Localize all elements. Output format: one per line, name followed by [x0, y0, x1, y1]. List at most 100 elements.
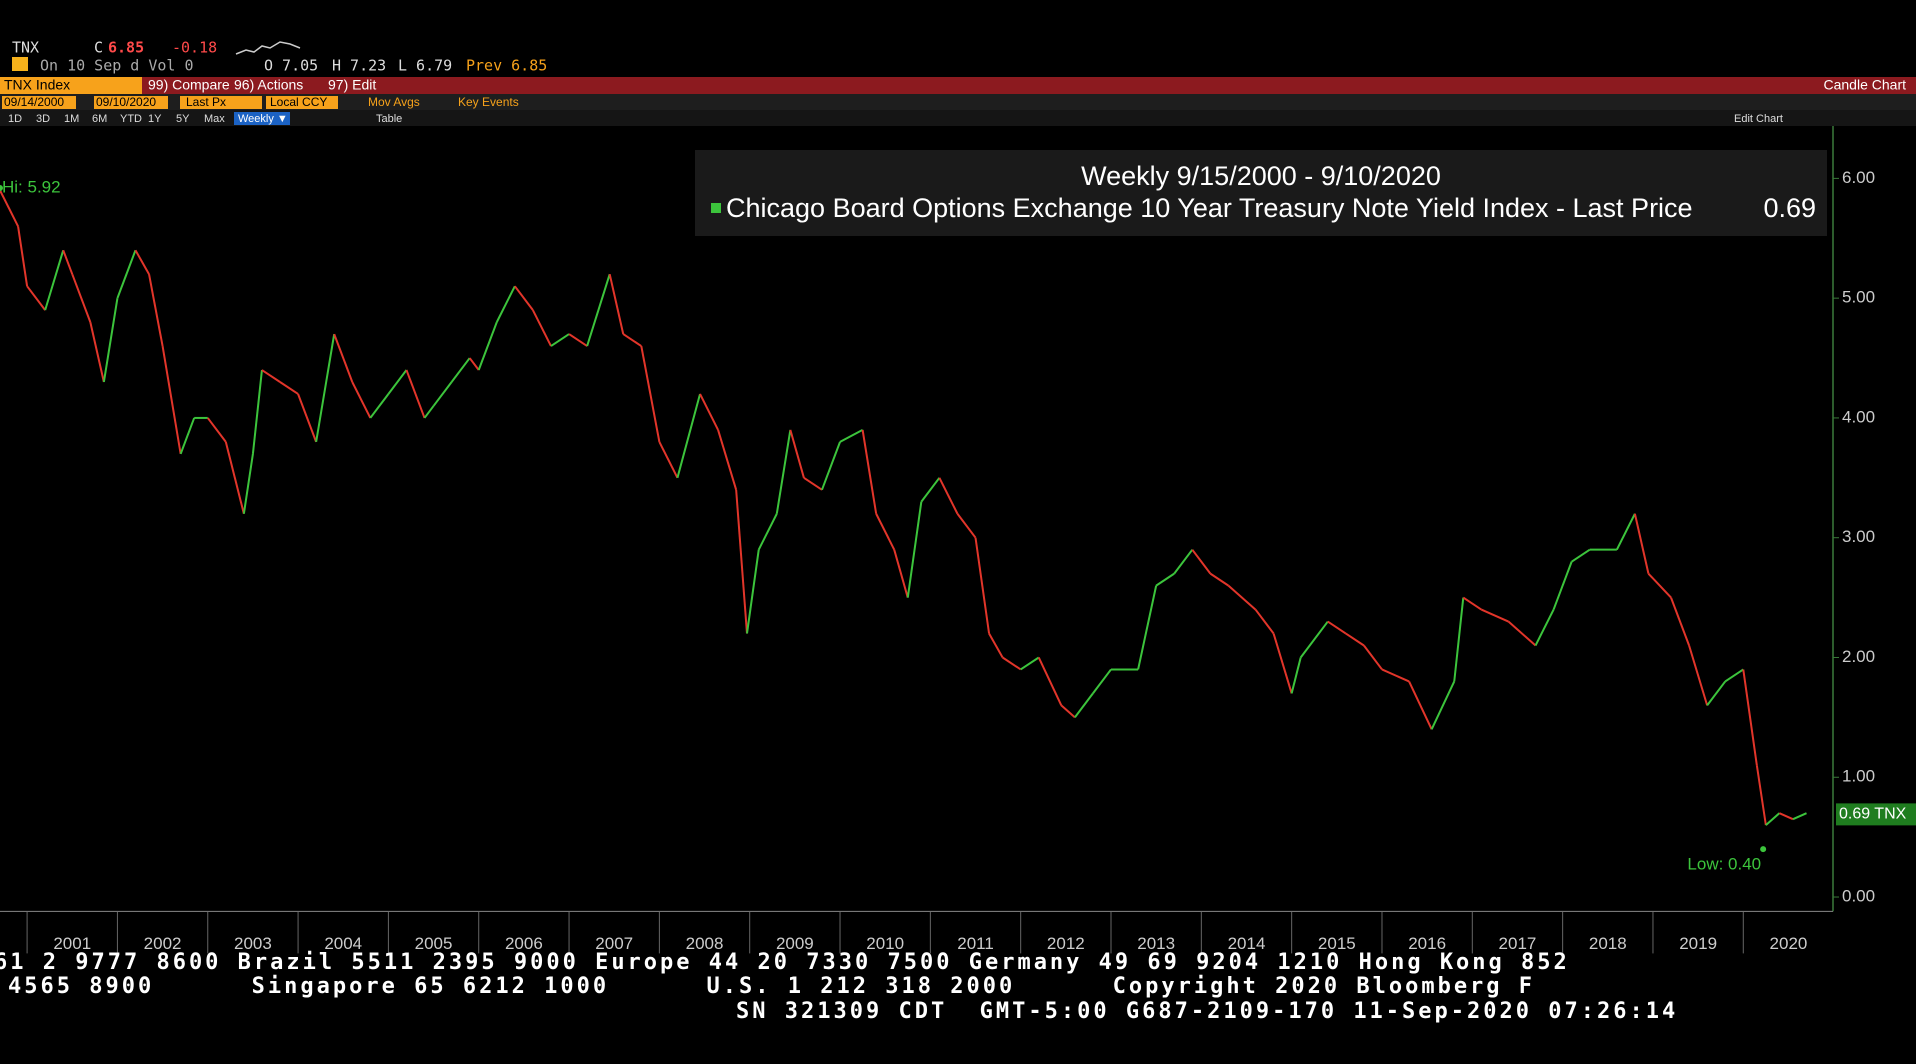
end-date[interactable]: 09/10/2020 [96, 95, 156, 109]
x-tick-label: 2002 [144, 934, 182, 953]
security-box[interactable] [0, 77, 142, 94]
price-segment [1020, 656, 1040, 671]
edit-button[interactable]: 97) Edit [328, 77, 376, 93]
x-tick-label: 2008 [686, 934, 724, 953]
price-segment [148, 274, 164, 347]
price-segment [920, 477, 941, 503]
session: On 10 Sep d Vol 0 [40, 57, 194, 75]
end-box[interactable] [94, 96, 168, 109]
chart-kind: Candle Chart [1824, 77, 1907, 93]
price-segment [1037, 657, 1063, 706]
high: H 7.23 [332, 57, 386, 75]
x-tick-label: 2018 [1589, 934, 1627, 953]
price-segment [1430, 681, 1456, 730]
x-tick-label: 2005 [415, 934, 453, 953]
field[interactable]: Last Px [186, 95, 226, 109]
actions-button[interactable]: 96) Actions [234, 77, 303, 93]
price-segment [735, 489, 748, 634]
price-segment [956, 513, 977, 539]
price-segment [297, 393, 318, 443]
mov-avgs[interactable]: Mov Avgs [368, 95, 420, 109]
range-button[interactable]: 6M [92, 113, 107, 125]
y-tick-label: 3.00 [1842, 527, 1875, 546]
x-tick-label: 2009 [776, 934, 814, 953]
x-tick-label: 2011 [957, 934, 994, 953]
field-box[interactable] [180, 96, 262, 109]
price-segment [351, 381, 372, 419]
currency[interactable]: Local CCY [270, 95, 327, 109]
price-segment [1363, 644, 1383, 671]
x-tick-label: 2007 [595, 934, 633, 953]
price-segment [1742, 669, 1758, 766]
price-segment [1792, 812, 1807, 821]
price-segment [789, 429, 805, 479]
range-band [0, 110, 1916, 126]
last-price-label: 0.69 TNX [1839, 806, 1907, 823]
x-tick-label: 2001 [53, 934, 91, 953]
close-label: C [94, 39, 103, 57]
start-box[interactable] [2, 96, 76, 109]
price-segment [279, 381, 299, 395]
range-button[interactable]: YTD [120, 113, 142, 125]
key-events[interactable]: Key Events [458, 95, 519, 109]
start-date[interactable]: 09/14/2000 [4, 95, 64, 109]
x-tick-label: 2003 [234, 934, 272, 953]
ticker: TNX [12, 39, 39, 57]
options-band [0, 94, 1916, 110]
price-segment [17, 226, 29, 287]
table-button[interactable]: Table [376, 113, 402, 125]
footer-line: 4565 8900 Singapore 65 6212 1000 U.S. 1 … [8, 974, 1535, 999]
compare-button[interactable]: 99) Compare [148, 77, 230, 93]
price-segment [134, 249, 150, 275]
price-segment [532, 309, 552, 347]
price-segment [1615, 513, 1636, 551]
x-tick-label: 2006 [505, 934, 543, 953]
price-segment [1408, 681, 1433, 730]
price-segment [1137, 585, 1158, 670]
footer-line: 61 2 9777 8600 Brazil 5511 2395 9000 Eur… [0, 950, 1570, 975]
price-segment [1706, 680, 1727, 706]
price-segment [1381, 668, 1410, 683]
price-segment [206, 417, 227, 443]
price-segment [640, 345, 661, 443]
range-button[interactable]: 1M [64, 113, 79, 125]
y-tick-label: 2.00 [1842, 647, 1875, 666]
footer: 61 2 9777 8600 Brazil 5511 2395 9000 Eur… [0, 950, 1678, 1024]
open: O 7.05 [264, 57, 318, 75]
y-tick-label: 0.00 [1842, 887, 1875, 906]
period-box[interactable] [234, 112, 290, 125]
x-tick-label: 2012 [1047, 934, 1085, 953]
price-segment [746, 549, 760, 634]
price-segment [676, 393, 701, 479]
security[interactable]: TNX Index [4, 77, 70, 93]
period[interactable]: Weekly ▼ [238, 113, 288, 125]
range-button[interactable]: 3D [36, 113, 50, 125]
edit-chart-button[interactable]: Edit Chart [1734, 113, 1783, 125]
price-segment [315, 333, 336, 443]
price-segment [102, 298, 119, 383]
range-button[interactable]: 1D [8, 113, 22, 125]
price-segment [468, 357, 480, 371]
legend-swatch [711, 203, 721, 213]
price-segment [775, 429, 792, 514]
y-tick-label: 5.00 [1842, 288, 1875, 307]
y-tick-label: 1.00 [1842, 767, 1875, 786]
price-segment [261, 369, 281, 383]
x-tick-label: 2019 [1679, 934, 1717, 953]
range-button[interactable]: 1Y [148, 113, 162, 125]
last-price-tag [1836, 803, 1916, 826]
footer-line: SN 321309 CDT GMT-5:00 G687-2109-170 11-… [736, 999, 1678, 1024]
price-segment [432, 381, 453, 407]
range-button[interactable]: 5Y [176, 113, 190, 125]
price-segment [861, 429, 878, 514]
range-button[interactable]: Max [204, 113, 225, 125]
currency-box[interactable] [266, 96, 338, 109]
legend-value: 0.69 [1763, 193, 1816, 223]
price-segment [44, 249, 65, 311]
price-segment [514, 285, 534, 311]
price-segment [251, 369, 263, 454]
price-segment [1272, 633, 1293, 694]
ranges: 1D 3D 1M 6M YTD 1Y 5Y Max [8, 113, 225, 125]
price-segment [839, 429, 864, 443]
